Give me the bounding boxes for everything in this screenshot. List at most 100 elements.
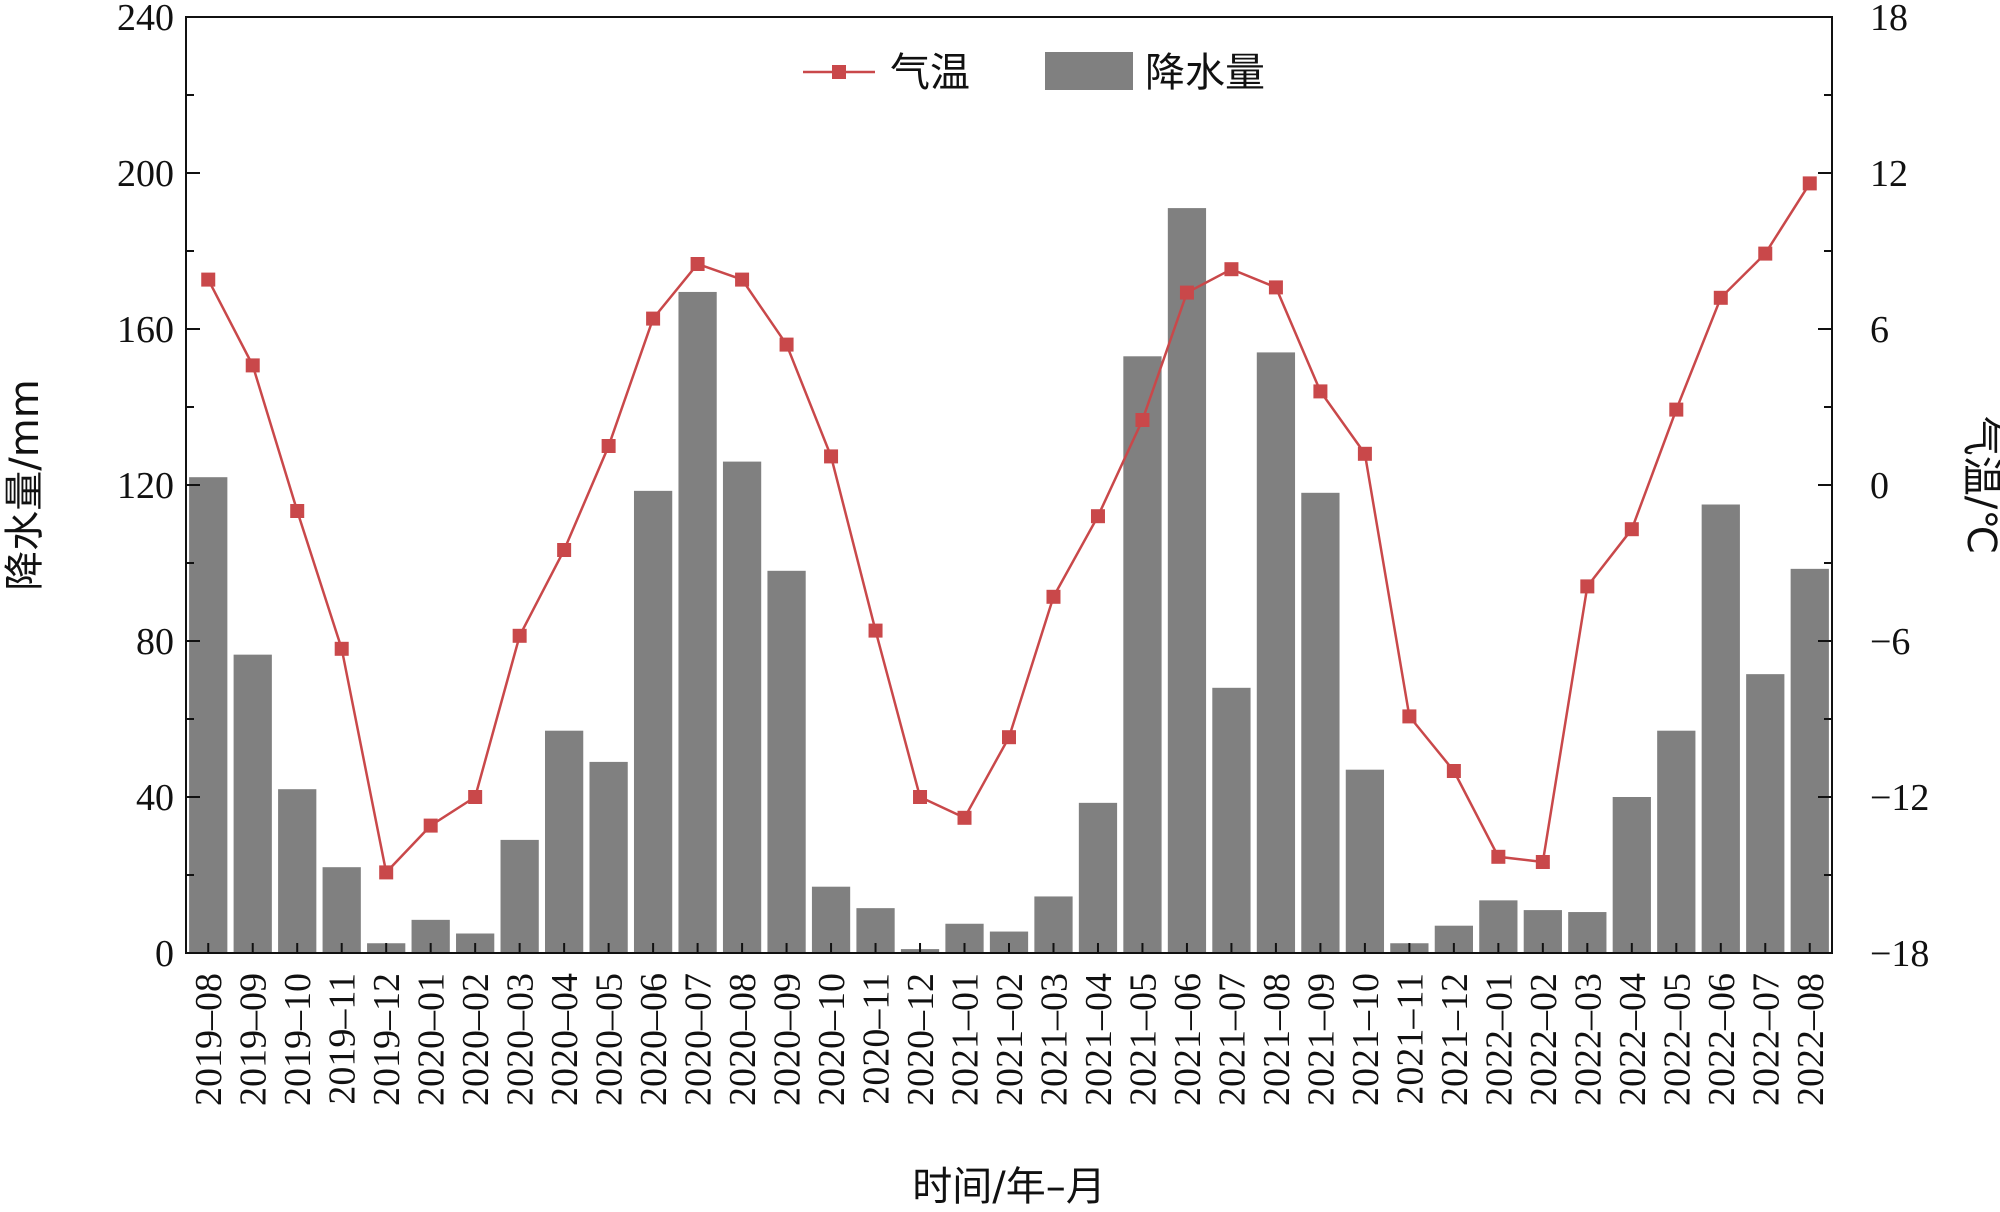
left-axis-title: 降水量/mm xyxy=(2,379,48,590)
precipitation-bar xyxy=(1612,797,1651,953)
temperature-point xyxy=(1002,730,1016,745)
right-axis-title: 气温/℃ xyxy=(1958,416,2000,554)
precipitation-bar xyxy=(1301,492,1340,953)
temperature-point xyxy=(1624,522,1639,537)
x-axis-tick-label: 2019–12 xyxy=(366,973,408,1106)
legend-precipitation-swatch xyxy=(1045,52,1133,90)
right-axis-tick-label: 6 xyxy=(1870,309,1889,351)
x-axis-tick-label: 2020–05 xyxy=(589,973,631,1106)
precipitation-bar xyxy=(767,570,806,953)
temperature-point xyxy=(1224,262,1239,277)
x-axis-tick-label: 2020–04 xyxy=(544,973,586,1106)
temperature-point xyxy=(646,311,661,326)
temperature-point xyxy=(1758,246,1773,261)
right-axis-tick-label: −6 xyxy=(1870,621,1910,663)
x-axis-tick-label: 2022–08 xyxy=(1790,973,1832,1106)
x-axis-tick-label: 2019–10 xyxy=(277,973,319,1106)
x-axis-tick-label: 2021–12 xyxy=(1434,973,1476,1106)
x-axis-tick-label: 2020–12 xyxy=(900,973,942,1106)
left-axis-tick-label: 40 xyxy=(136,777,174,819)
left-axis-tick-label: 160 xyxy=(117,309,174,351)
temperature-point xyxy=(290,504,305,518)
x-axis-tick-label: 2022–02 xyxy=(1523,973,1565,1106)
temperature-point xyxy=(1090,509,1105,524)
x-axis-tick-label: 2019–08 xyxy=(188,973,230,1106)
temperature-point xyxy=(557,543,572,557)
right-axis-tick-label: 18 xyxy=(1870,0,1908,39)
x-axis-tick-label: 2021–10 xyxy=(1345,973,1387,1106)
temperature-point xyxy=(1535,855,1550,869)
legend-temperature-marker xyxy=(832,65,846,79)
temperature-point xyxy=(1446,764,1461,778)
x-axis-tick-label: 2020–11 xyxy=(856,973,898,1105)
x-axis-tick-label: 2020–07 xyxy=(678,973,720,1106)
legend: 气温 降水量 xyxy=(803,50,1265,96)
x-axis-tick-label: 2022–05 xyxy=(1656,973,1698,1106)
plot-frame xyxy=(185,16,1833,954)
precipitation-bar xyxy=(233,654,272,953)
x-axis-tick-label: 2021–02 xyxy=(989,973,1031,1106)
right-axis-tick-label: −12 xyxy=(1870,777,1929,819)
precipitation-bar xyxy=(589,761,628,953)
x-axis-tick-label: 2020–01 xyxy=(411,973,453,1106)
precipitation-bar xyxy=(1256,352,1296,953)
temperature-point xyxy=(1491,849,1506,864)
x-axis-tick-label: 2020–06 xyxy=(633,973,675,1106)
x-axis-tick-label: 2021–07 xyxy=(1211,973,1253,1106)
left-axis-tick-label: 120 xyxy=(117,465,174,507)
precipitation-bar xyxy=(811,886,851,953)
x-axis-tick-label: 2022–03 xyxy=(1567,973,1609,1106)
x-axis-tick-label: 2019–11 xyxy=(322,973,364,1105)
legend-precipitation-label: 降水量 xyxy=(1145,50,1265,96)
temperature-point xyxy=(1402,709,1417,724)
right-axis-tick-label: 12 xyxy=(1870,153,1908,195)
x-axis-title: 时间/年–月 xyxy=(912,1164,1105,1210)
bars-layer xyxy=(189,208,1829,954)
temperature-point xyxy=(1713,290,1728,305)
temperature-point xyxy=(868,623,883,638)
precipitation-bar xyxy=(678,291,717,953)
precipitation-bar xyxy=(500,839,539,953)
temperature-point xyxy=(1580,579,1595,594)
temperature-point xyxy=(779,337,794,352)
x-axis-tick-label: 2021–05 xyxy=(1122,973,1164,1106)
temperature-point xyxy=(1669,402,1684,417)
temperature-point xyxy=(1135,413,1150,427)
temperature-point xyxy=(1357,446,1372,461)
temperature-point xyxy=(1313,384,1328,399)
precipitation-bar xyxy=(633,490,673,953)
temperature-point xyxy=(423,818,438,833)
precipitation-bar xyxy=(1701,504,1740,953)
x-axis-tick-label: 2021–04 xyxy=(1078,973,1120,1106)
precipitation-bar xyxy=(1078,802,1118,953)
temperature-point xyxy=(379,865,394,880)
precipitation-bar xyxy=(1212,687,1251,953)
precipitation-bar xyxy=(1167,208,1207,954)
precipitation-bar xyxy=(722,461,762,953)
temperature-point xyxy=(913,790,928,804)
left-axis-tick-label: 0 xyxy=(155,933,174,975)
left-axis-tick-label: 240 xyxy=(117,0,174,39)
legend-temperature-label: 气温 xyxy=(890,50,970,96)
x-axis-tick-label: 2020–10 xyxy=(811,973,853,1106)
x-axis-tick-label: 2022–06 xyxy=(1701,973,1743,1106)
temperature-line-layer xyxy=(201,176,1817,880)
x-axis-tick-label: 2020–02 xyxy=(455,973,497,1106)
x-axis-tick-label: 2022–01 xyxy=(1478,973,1520,1106)
x-axis-tick-label: 2020–08 xyxy=(722,973,764,1106)
right-axis-tick-label: 0 xyxy=(1870,465,1889,507)
left-axis-tick-label: 200 xyxy=(117,153,174,195)
precipitation-bar xyxy=(1790,568,1829,953)
x-axis-tick-label: 2021–01 xyxy=(945,973,987,1106)
x-axis-tick-label: 2020–09 xyxy=(767,973,809,1106)
temperature-point xyxy=(1802,176,1817,191)
precipitation-bar xyxy=(989,931,1029,953)
x-axis-tick-label: 2021–08 xyxy=(1256,973,1298,1106)
x-axis-tick-label: 2020–03 xyxy=(500,973,542,1106)
temperature-point xyxy=(1268,280,1283,295)
precipitation-bar xyxy=(278,789,317,953)
temperature-point xyxy=(1179,285,1194,300)
